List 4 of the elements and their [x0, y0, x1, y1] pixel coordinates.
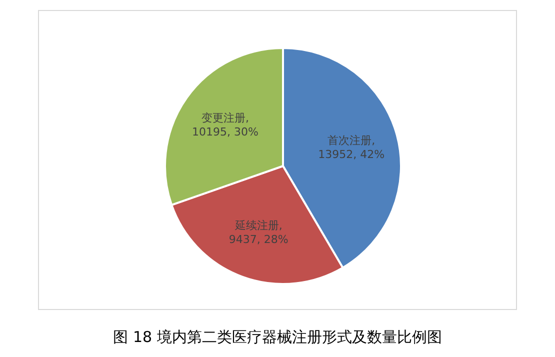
data-label: 变更注册, 10195, 30% [192, 112, 258, 138]
text: 图 18 境内第二类医疗器械注册形式及数量比例图 [112, 328, 443, 347]
data-label: 首次注册, 13952, 42% [318, 134, 385, 161]
data-label: 延续注册, 9437, 28% [228, 219, 288, 246]
